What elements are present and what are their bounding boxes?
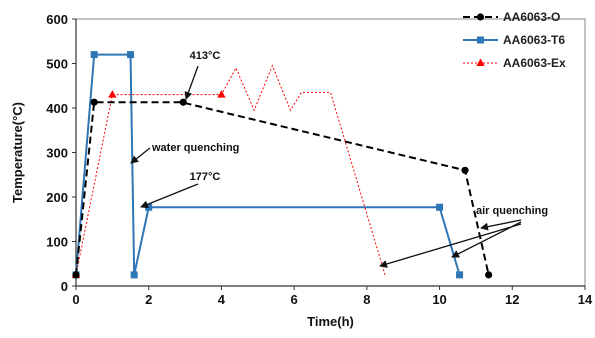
y-tick-label: 500 <box>46 57 68 72</box>
legend-label-aa6063-t6: AA6063-T6 <box>503 33 565 47</box>
legend-marker-aa6063-ex <box>476 58 485 66</box>
data-point-aa6063-o <box>90 98 98 106</box>
legend-marker-aa6063-o <box>476 13 485 21</box>
data-point-aa6063-o <box>461 166 469 174</box>
x-tick-label: 2 <box>145 292 152 307</box>
data-point-aa6063-o <box>72 271 80 279</box>
data-point-aa6063-ex <box>217 90 226 98</box>
y-tick-label: 300 <box>46 146 68 161</box>
series-line-aa6063-t6 <box>75 53 461 276</box>
data-point-aa6063-o <box>179 98 187 106</box>
arrow-177c <box>140 183 199 209</box>
annotation-water-quenching: water quenching <box>151 142 239 154</box>
x-tick-label: 10 <box>432 292 446 307</box>
x-axis-title: Time(h) <box>307 314 354 329</box>
y-tick-label: 600 <box>46 12 68 27</box>
data-point-aa6063-ex <box>108 90 117 98</box>
annotation-413c: 413°C <box>190 50 221 62</box>
series-aa6063-ex <box>71 64 386 278</box>
arrow-water-quenching <box>130 147 151 164</box>
series-line-aa6063-o <box>75 101 490 276</box>
y-tick-label: 200 <box>46 190 68 205</box>
series-line-aa6063-ex <box>75 64 386 276</box>
series-aa6063-o <box>72 98 493 279</box>
y-tick-label: 100 <box>46 235 68 250</box>
axes: 0 2 4 6 8 10 12 14 0 100 200 300 400 500 600 <box>46 12 593 307</box>
annotation-air-quenching: air quenching <box>476 205 548 217</box>
arrow-air-quenching-ex <box>379 223 522 268</box>
annotation-177c: 177°C <box>190 171 221 183</box>
data-point-aa6063-o <box>485 271 493 279</box>
x-tick-label: 14 <box>578 292 593 307</box>
legend-label-aa6063-o: AA6063-O <box>503 10 560 24</box>
data-point-aa6063-t6 <box>456 271 464 279</box>
legend-marker-aa6063-t6 <box>477 36 484 44</box>
arrow-air-quenching-o <box>480 219 522 231</box>
series-aa6063-t6 <box>72 51 464 279</box>
arrow-413c <box>184 65 199 100</box>
annotations: 413°C water quenching 177°C air quenchin… <box>130 50 548 268</box>
y-tick-label: 0 <box>61 279 68 294</box>
x-tick-label: 0 <box>72 292 79 307</box>
x-tick-label: 8 <box>363 292 370 307</box>
legend-label-aa6063-ex: AA6063-Ex <box>503 56 566 70</box>
y-axis-title: Temperature(°C) <box>10 102 25 203</box>
legend: AA6063-O AA6063-T6 AA6063-Ex <box>463 10 566 70</box>
x-tick-label: 6 <box>291 292 298 307</box>
x-tick-label: 4 <box>218 292 226 307</box>
data-point-aa6063-t6 <box>90 51 98 59</box>
y-tick-label: 400 <box>46 101 68 116</box>
data-point-aa6063-t6 <box>127 51 135 59</box>
x-tick-label: 12 <box>505 292 519 307</box>
data-point-aa6063-t6 <box>436 203 444 211</box>
data-point-aa6063-t6 <box>130 271 138 279</box>
series-layer <box>71 51 493 279</box>
